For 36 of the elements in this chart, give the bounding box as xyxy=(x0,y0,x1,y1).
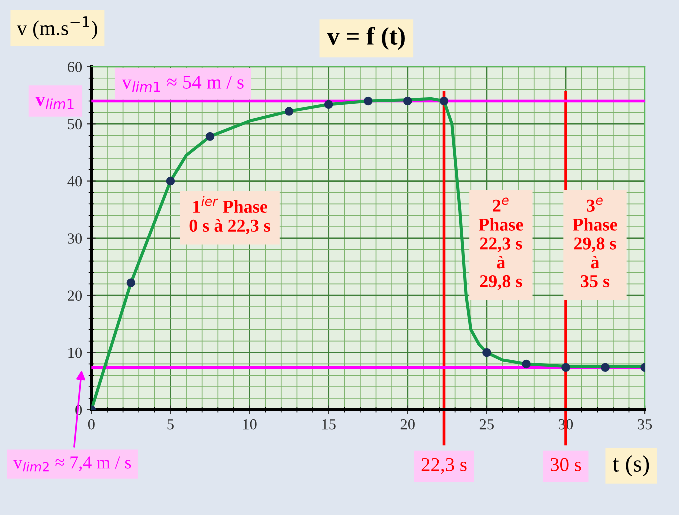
point xyxy=(206,132,215,142)
point xyxy=(404,96,412,106)
x-tick-label: 15 xyxy=(322,419,336,430)
x-tick-label: 0 xyxy=(88,419,95,430)
ref-line-label: v$_{lim2}$ ≈ 7,4 m / s xyxy=(14,456,132,472)
annotation: v$_{lim1}$ ≈ 54 m / s xyxy=(122,76,244,92)
ref-line-label: 22,3 s xyxy=(422,458,467,474)
ref-line-label: v$_{lim1}$ xyxy=(36,96,74,110)
point xyxy=(324,100,334,110)
x-axis-title: t (s) xyxy=(613,455,650,477)
ref-line-label: 30 s xyxy=(550,458,582,472)
point xyxy=(364,96,373,106)
chart-title: v = f (t) xyxy=(327,27,405,50)
point xyxy=(482,348,492,358)
x-tick-label: 35 xyxy=(638,419,652,430)
x-tick-label: 25 xyxy=(480,419,494,430)
point xyxy=(126,278,136,288)
annotation: 3$^{e}$ Phase 29,8 s à 35 s xyxy=(572,198,618,288)
x-tick-label: 20 xyxy=(400,419,415,430)
y-axis-title: v (m.s$^{−1}$) xyxy=(16,16,98,40)
y-tick-label: 60 xyxy=(68,62,82,72)
point xyxy=(284,107,294,116)
x-tick-label: 5 xyxy=(168,420,174,430)
y-tick-label: 10 xyxy=(68,348,82,358)
annotation: 2$^{e}$ Phase 22,3 s à 29,8 s xyxy=(478,198,524,290)
y-tick-label: 30 xyxy=(68,234,82,244)
x-tick-label: 10 xyxy=(243,419,257,430)
y-tick-label: 50 xyxy=(68,119,82,130)
point xyxy=(440,96,449,106)
point xyxy=(166,176,176,186)
y-tick-label: 40 xyxy=(68,176,82,187)
y-tick-label: 20 xyxy=(68,290,82,302)
annotation: 1$^{ier}$ Phase 0 s à 22,3 s xyxy=(190,196,270,235)
point xyxy=(522,360,531,369)
point xyxy=(562,363,570,372)
point xyxy=(601,363,610,372)
